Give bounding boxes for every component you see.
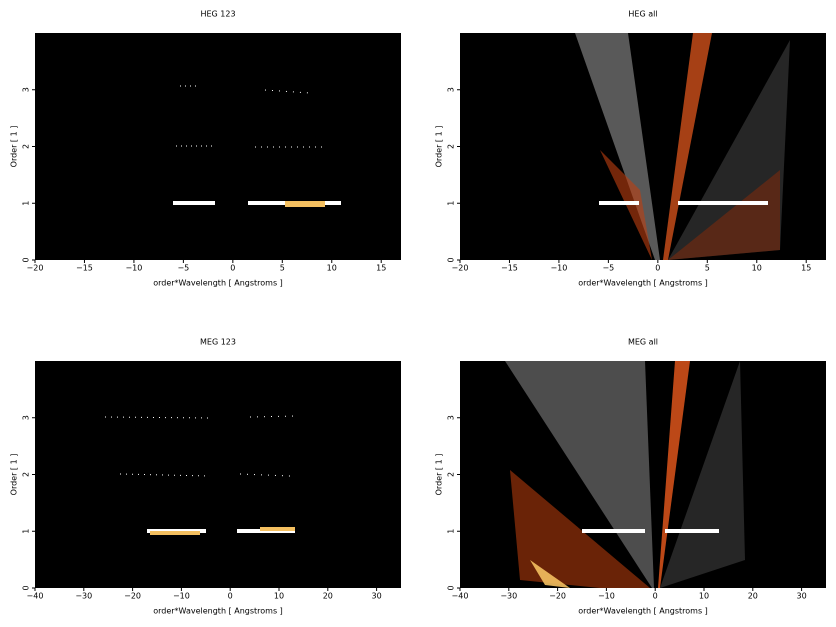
x-tick-label: −10 (550, 264, 567, 273)
y-tick-label: 1 (447, 201, 456, 206)
x-tick-label: −10 (598, 592, 615, 601)
y-axis-label: Order [ 1 ] (10, 454, 19, 496)
x-axis-label: order*Wavelength [ Angstroms ] (153, 279, 283, 288)
x-tick-label: 10 (274, 592, 284, 601)
x-tick-label: −15 (501, 264, 518, 273)
plot-area (35, 361, 401, 588)
x-tick-label: 0 (230, 264, 235, 273)
y-tick-label: 1 (447, 529, 456, 534)
x-tick-label: −10 (173, 592, 190, 601)
y-tick-label: 0 (22, 257, 31, 262)
y-tick-label: 3 (22, 87, 31, 92)
x-tick-label: 10 (327, 264, 337, 273)
x-tick-label: 10 (699, 592, 709, 601)
x-axis-label: order*Wavelength [ Angstroms ] (578, 279, 708, 288)
x-tick-label: 15 (376, 264, 386, 273)
y-tick-label: 3 (22, 415, 31, 420)
y-axis-label: Order [ 1 ] (435, 454, 444, 496)
x-tick-label: 0 (228, 592, 233, 601)
x-tick-label: 5 (280, 264, 285, 273)
x-tick-label: 20 (748, 592, 758, 601)
chart-title: MEG all (628, 338, 658, 347)
y-axis-label: Order [ 1 ] (10, 126, 19, 168)
x-tick-label: −15 (76, 264, 93, 273)
x-tick-label: −10 (125, 264, 142, 273)
x-axis-label: order*Wavelength [ Angstroms ] (578, 607, 708, 616)
x-tick-label: −30 (75, 592, 92, 601)
x-tick-label: −20 (549, 592, 566, 601)
chart-title: HEG all (628, 10, 657, 19)
x-tick-label: 5 (705, 264, 710, 273)
x-tick-label: 10 (752, 264, 762, 273)
x-tick-label: −5 (177, 264, 189, 273)
x-tick-label: −20 (27, 264, 44, 273)
x-tick-label: −20 (124, 592, 141, 601)
y-tick-label: 2 (447, 472, 456, 477)
chart-title: HEG 123 (200, 10, 235, 19)
x-tick-label: 30 (372, 592, 382, 601)
x-tick-label: −40 (27, 592, 44, 601)
y-tick-label: 2 (22, 472, 31, 477)
x-tick-label: 0 (655, 264, 660, 273)
x-tick-label: 30 (797, 592, 807, 601)
y-tick-label: 1 (22, 529, 31, 534)
y-tick-label: 0 (447, 585, 456, 590)
y-tick-label: 2 (447, 144, 456, 149)
plot-area (35, 33, 401, 260)
x-tick-label: −5 (602, 264, 614, 273)
x-tick-label: −40 (452, 592, 469, 601)
chart-title: MEG 123 (200, 338, 236, 347)
x-tick-label: 15 (801, 264, 811, 273)
y-tick-label: 0 (22, 585, 31, 590)
y-tick-label: 0 (447, 257, 456, 262)
y-tick-label: 1 (22, 201, 31, 206)
y-tick-label: 3 (447, 87, 456, 92)
x-tick-label: 0 (653, 592, 658, 601)
y-tick-label: 2 (22, 144, 31, 149)
x-tick-label: −20 (452, 264, 469, 273)
x-tick-label: −30 (500, 592, 517, 601)
x-axis-label: order*Wavelength [ Angstroms ] (153, 607, 283, 616)
y-axis-label: Order [ 1 ] (435, 126, 444, 168)
y-tick-label: 3 (447, 415, 456, 420)
x-tick-label: 20 (323, 592, 333, 601)
heatmap-texture (104, 33, 790, 588)
